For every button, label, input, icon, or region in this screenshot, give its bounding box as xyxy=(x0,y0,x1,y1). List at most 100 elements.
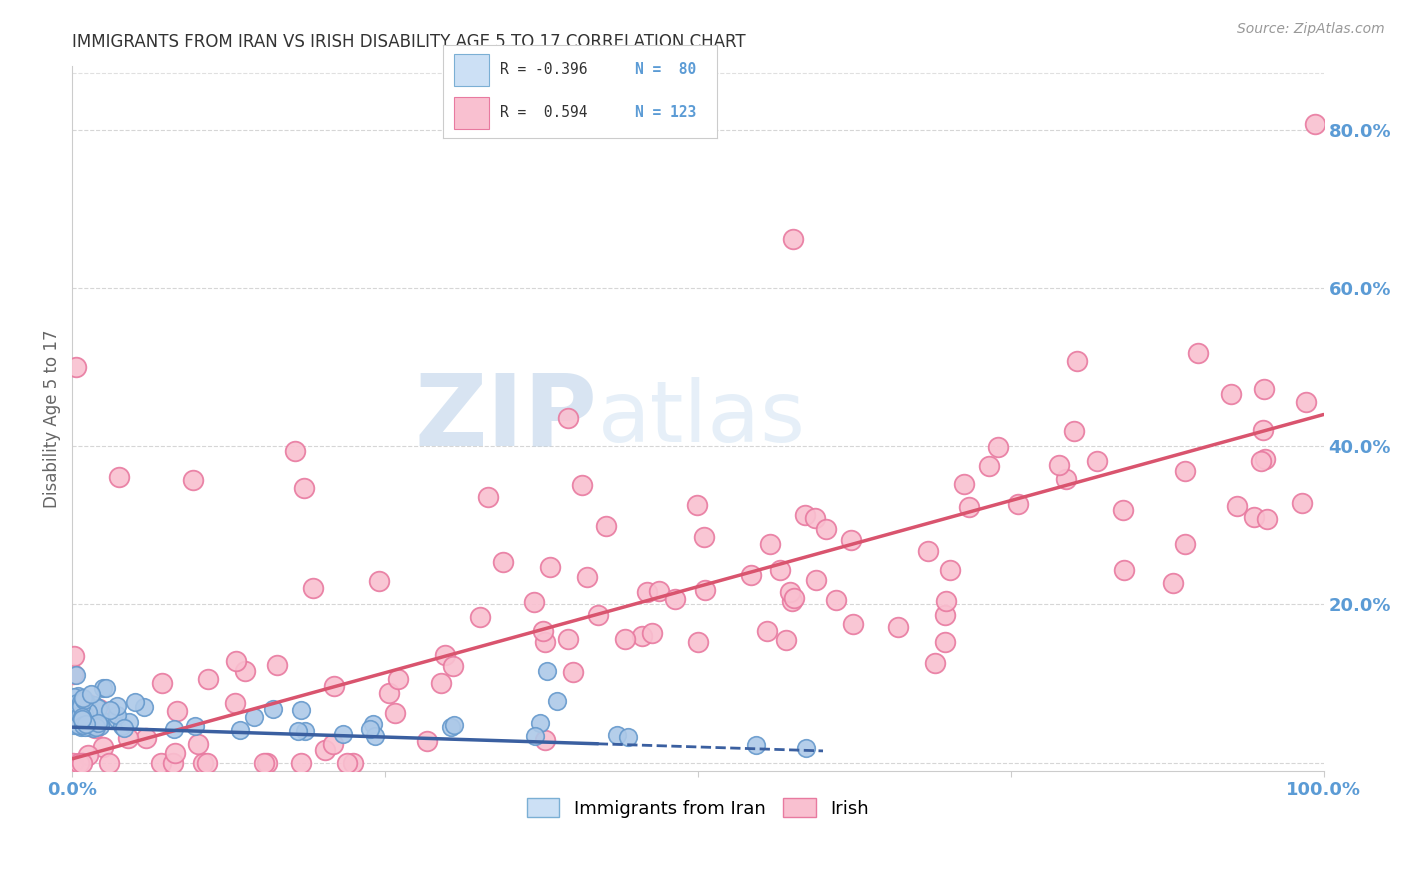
Point xyxy=(229,723,252,737)
Point xyxy=(758,537,780,551)
Point xyxy=(775,633,797,648)
Point xyxy=(1114,564,1136,578)
Point xyxy=(73,720,96,734)
Point xyxy=(342,756,364,770)
Text: R =  0.594: R = 0.594 xyxy=(501,105,588,120)
Point xyxy=(184,719,207,733)
Point xyxy=(75,712,97,726)
Point xyxy=(243,710,266,724)
Point xyxy=(586,608,609,623)
Point xyxy=(693,583,716,598)
Point xyxy=(105,712,128,726)
Text: IMMIGRANTS FROM IRAN VS IRISH DISABILITY AGE 5 TO 17 CORRELATION CHART: IMMIGRANTS FROM IRAN VS IRISH DISABILITY… xyxy=(72,33,745,51)
Point xyxy=(181,473,204,487)
Point xyxy=(1054,472,1077,486)
Point xyxy=(62,756,84,770)
Point xyxy=(197,672,219,686)
Point xyxy=(105,698,128,713)
Point xyxy=(284,444,307,458)
Point xyxy=(1226,499,1249,513)
Point xyxy=(686,498,709,512)
Point xyxy=(534,733,557,747)
Point xyxy=(62,705,84,719)
Point xyxy=(82,718,104,732)
Point xyxy=(86,716,108,731)
Point xyxy=(740,567,762,582)
Point xyxy=(195,756,218,770)
Point xyxy=(72,702,94,716)
Point xyxy=(664,591,686,606)
Point xyxy=(1303,117,1326,131)
Point xyxy=(693,529,716,543)
Point xyxy=(641,625,664,640)
Point xyxy=(546,694,568,708)
Point xyxy=(76,710,98,724)
Bar xyxy=(454,97,489,129)
Point xyxy=(387,672,409,686)
Text: ZIP: ZIP xyxy=(415,370,598,467)
Point xyxy=(934,608,956,623)
Point xyxy=(806,573,828,587)
Point xyxy=(538,559,561,574)
Point xyxy=(67,715,90,730)
Point xyxy=(825,593,848,607)
Point xyxy=(233,665,256,679)
Point xyxy=(1174,537,1197,551)
Point xyxy=(361,717,384,731)
Point xyxy=(367,574,389,588)
Point xyxy=(924,656,946,670)
Point xyxy=(688,635,710,649)
Point xyxy=(364,729,387,743)
Point xyxy=(1066,354,1088,368)
Point xyxy=(91,681,114,695)
Point xyxy=(416,734,439,748)
Point xyxy=(112,721,135,735)
Point xyxy=(132,699,155,714)
Point xyxy=(536,664,558,678)
Point xyxy=(69,708,91,723)
Point xyxy=(1007,497,1029,511)
Point xyxy=(1063,424,1085,438)
Point xyxy=(571,477,593,491)
Point xyxy=(1187,345,1209,359)
Point xyxy=(287,724,309,739)
Point xyxy=(977,458,1000,473)
Point xyxy=(301,581,323,595)
Point xyxy=(117,731,139,745)
Point xyxy=(294,724,316,739)
Point xyxy=(617,731,640,745)
Point xyxy=(108,470,131,484)
Point xyxy=(77,706,100,720)
Point xyxy=(957,500,980,515)
Point xyxy=(165,746,187,760)
Point xyxy=(769,563,792,577)
Point xyxy=(1291,496,1313,510)
Point xyxy=(322,737,344,751)
Point xyxy=(65,667,87,681)
Point xyxy=(1243,510,1265,524)
Point xyxy=(631,629,654,643)
Point xyxy=(1253,382,1275,396)
Point xyxy=(70,756,93,770)
Point xyxy=(89,719,111,733)
Point xyxy=(67,718,90,732)
Text: atlas: atlas xyxy=(598,377,806,460)
Point xyxy=(77,748,100,763)
Point xyxy=(575,569,598,583)
Point xyxy=(90,714,112,728)
Point xyxy=(65,359,87,374)
Point xyxy=(72,717,94,731)
Point xyxy=(839,533,862,547)
Point xyxy=(70,709,93,723)
Point xyxy=(224,696,246,710)
Point xyxy=(290,703,312,717)
Point xyxy=(124,695,146,709)
Point xyxy=(557,632,579,646)
Point xyxy=(477,490,499,504)
Point xyxy=(65,711,87,725)
Point xyxy=(135,731,157,745)
Point xyxy=(62,717,84,731)
Point xyxy=(314,743,336,757)
Point xyxy=(72,712,94,726)
Point xyxy=(75,705,97,719)
